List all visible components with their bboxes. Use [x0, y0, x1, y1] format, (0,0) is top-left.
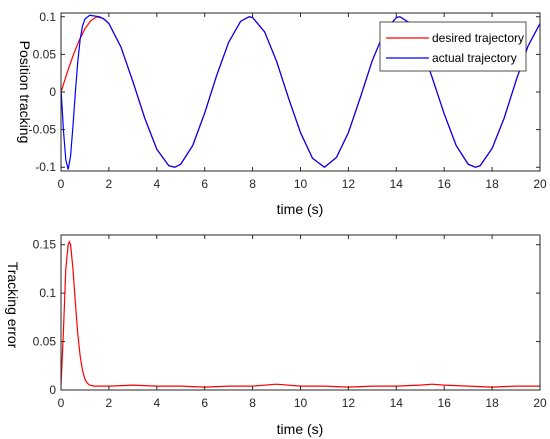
- x-tick-label-1: 0: [58, 177, 65, 191]
- x-axis-label-2: time (s): [277, 421, 324, 437]
- legend-label-desired: desired trajectory: [432, 31, 524, 45]
- plot-area-2: [61, 235, 540, 390]
- x-tick-label-1: 12: [342, 177, 356, 191]
- series-line-1-1: [61, 14, 540, 170]
- x-axis-label-1: time (s): [277, 201, 324, 217]
- x-tick-label-1: 20: [533, 177, 547, 191]
- y-tick-label-2: 0.05: [33, 335, 57, 349]
- x-tick-label-2: 18: [485, 396, 499, 410]
- x-tick-label-1: 18: [485, 177, 499, 191]
- x-tick-label-1: 4: [153, 177, 160, 191]
- y-tick-label-1: 0.05: [33, 47, 57, 61]
- y-tick-label-1: -0.1: [35, 160, 56, 174]
- x-tick-label-2: 8: [249, 396, 256, 410]
- y-tick-label-1: 0: [49, 85, 56, 99]
- x-tick-label-2: 20: [533, 396, 547, 410]
- x-tick-label-2: 4: [153, 396, 160, 410]
- x-tick-label-1: 2: [106, 177, 113, 191]
- y-axis-label-2: Tracking error: [5, 262, 21, 349]
- legend-label-actual: actual trajectory: [432, 51, 517, 65]
- x-tick-label-2: 2: [106, 396, 113, 410]
- x-tick-label-1: 6: [201, 177, 208, 191]
- x-tick-label-2: 10: [294, 396, 308, 410]
- legend-box: [379, 21, 527, 72]
- y-tick-label-1: 0.1: [39, 10, 56, 24]
- y-tick-label-2: 0.15: [33, 238, 57, 252]
- y-tick-label-1: -0.05: [29, 123, 57, 137]
- x-tick-label-2: 12: [342, 396, 356, 410]
- x-tick-label-1: 16: [438, 177, 452, 191]
- x-tick-label-2: 16: [438, 396, 452, 410]
- x-tick-label-2: 6: [201, 396, 208, 410]
- x-tick-label-1: 8: [249, 177, 256, 191]
- y-tick-label-2: 0: [49, 383, 56, 397]
- position-tracking-plot: 0 2 4 6 8 10 12 14 16 18 20 -0.1 -0.05 0 0.05 0.1 time…: [17, 10, 547, 217]
- x-tick-label-2: 0: [58, 396, 65, 410]
- tracking-error-plot: 0 2 4 6 8 10 12 14 16 18 20 00.050.10.15 time (s) …: [5, 234, 547, 437]
- y-tick-label-2: 0.1: [39, 286, 56, 300]
- legend: desired trajectory actual trajectory: [379, 21, 527, 72]
- x-tick-label-1: 10: [294, 177, 308, 191]
- y-axis-label-1: Position tracking: [17, 41, 33, 144]
- x-tick-label-1: 14: [390, 177, 404, 191]
- series-line-2-0: [61, 240, 540, 388]
- x-tick-label-2: 14: [390, 396, 404, 410]
